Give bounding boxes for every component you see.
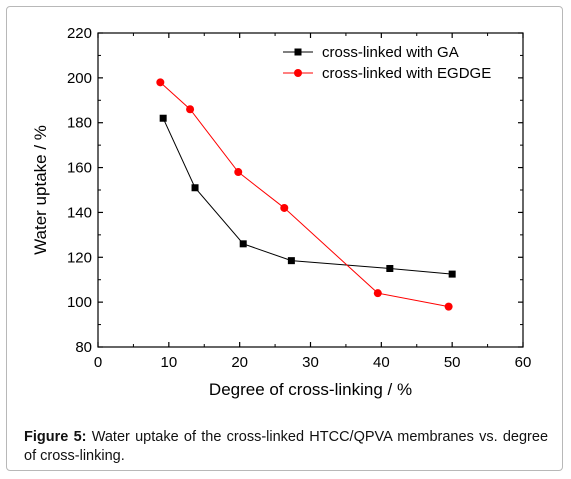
y-tick-label: 140 <box>67 204 92 221</box>
series-line <box>159 81 449 308</box>
y-tick-label: 220 <box>67 25 92 42</box>
legend-marker <box>294 69 302 77</box>
figure-frame <box>6 6 563 471</box>
y-axis-ticks: 80 100 120 140 160 180 200 220 <box>67 25 523 356</box>
x-tick-label: 50 <box>444 354 461 371</box>
data-point <box>234 168 243 177</box>
data-point <box>156 78 165 87</box>
data-point <box>444 302 453 311</box>
x-tick-label: 0 <box>94 354 102 371</box>
y-axis-label: Water uptake / % <box>31 125 50 255</box>
y-tick-label: 180 <box>67 115 92 132</box>
series-2 <box>156 78 453 311</box>
data-point <box>373 289 382 298</box>
data-point <box>186 105 195 114</box>
data-point <box>239 240 247 248</box>
y-tick-label: 200 <box>67 70 92 87</box>
x-tick-label: 10 <box>160 354 177 371</box>
data-point <box>386 265 394 272</box>
y-tick-label: 120 <box>67 249 92 266</box>
data-point <box>159 114 167 122</box>
x-axis-ticks: 0 10 20 30 40 50 60 <box>94 33 532 371</box>
data-point <box>280 203 289 212</box>
x-axis-label: Degree of cross-linking / % <box>209 380 412 399</box>
x-tick-label: 20 <box>231 354 248 371</box>
caption-text: Water uptake of the cross-linked HTCC/QP… <box>24 429 549 464</box>
x-tick-label: 60 <box>515 354 532 371</box>
series-line <box>162 118 453 275</box>
figure-caption: Figure 5: Water uptake of the cross-link… <box>24 428 548 466</box>
data-point <box>448 270 456 278</box>
legend-entry: cross-linked with GA <box>283 44 459 61</box>
caption-label: Figure 5: <box>24 429 87 445</box>
legend-marker <box>294 48 302 56</box>
x-tick-label: 30 <box>302 354 319 371</box>
legend-label: cross-linked with EGDGE <box>322 65 491 82</box>
series-1 <box>159 114 456 278</box>
x-tick-label: 40 <box>373 354 390 371</box>
series-layer <box>156 78 456 311</box>
legend-entry: cross-linked with EGDGE <box>283 65 491 82</box>
data-point <box>191 184 199 192</box>
y-tick-label: 160 <box>67 160 92 177</box>
data-point <box>287 257 295 265</box>
legend: cross-linked with GA cross-linked with EG… <box>283 44 491 82</box>
y-tick-label: 80 <box>75 339 92 356</box>
y-tick-label: 100 <box>67 294 92 311</box>
legend-label: cross-linked with GA <box>322 44 459 61</box>
chart: 0 10 20 30 40 50 60 80 100 120 140 160 180 200 220 De… <box>31 25 532 399</box>
